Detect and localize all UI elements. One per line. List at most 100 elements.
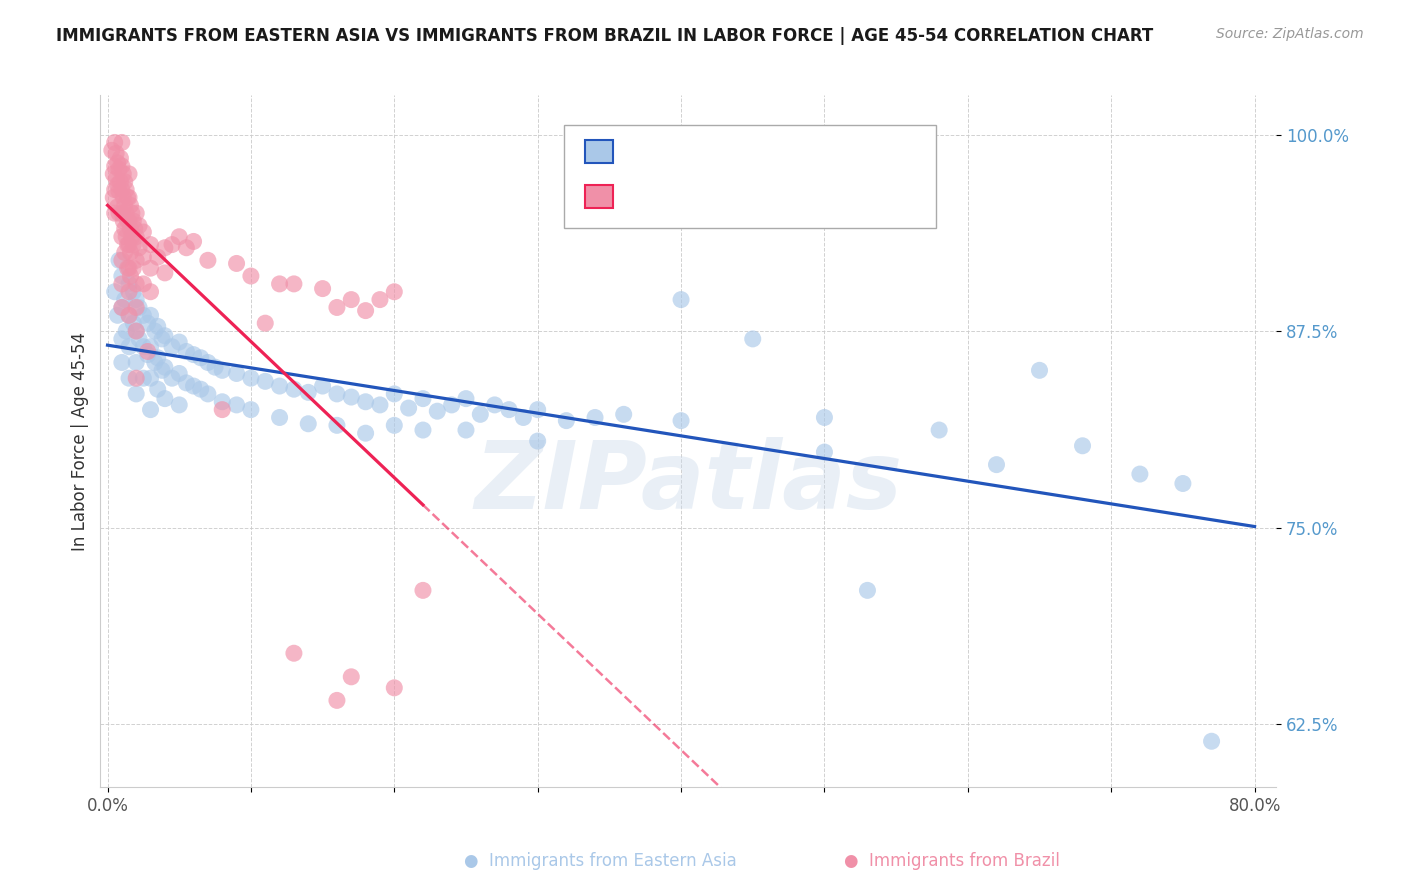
- Point: [225, 398, 247, 412]
- Point: [269, 410, 291, 425]
- Point: [398, 401, 420, 415]
- Point: [111, 229, 134, 244]
- Point: [132, 340, 155, 354]
- Point: [555, 414, 578, 428]
- Point: [813, 445, 835, 459]
- Point: [103, 190, 125, 204]
- Point: [121, 229, 143, 244]
- Point: [118, 340, 141, 354]
- Point: [105, 171, 128, 186]
- Point: [856, 583, 879, 598]
- Point: [115, 183, 138, 197]
- Point: [1171, 476, 1194, 491]
- Point: [1201, 734, 1223, 748]
- Point: [136, 348, 159, 362]
- Text: ZIPatlas: ZIPatlas: [474, 436, 903, 529]
- Point: [197, 253, 219, 268]
- Point: [239, 371, 262, 385]
- Point: [340, 293, 363, 307]
- Point: [122, 214, 145, 228]
- Point: [117, 237, 139, 252]
- Point: [297, 385, 319, 400]
- Point: [111, 136, 134, 150]
- Point: [111, 301, 134, 315]
- Point: [225, 367, 247, 381]
- Point: [269, 277, 291, 291]
- Point: [167, 367, 190, 381]
- Point: [211, 402, 233, 417]
- Point: [986, 458, 1008, 472]
- Point: [382, 387, 405, 401]
- Point: [613, 408, 636, 422]
- Point: [108, 162, 131, 177]
- Text: ●  Immigrants from Eastern Asia: ● Immigrants from Eastern Asia: [464, 852, 737, 870]
- Point: [111, 277, 134, 291]
- Point: [928, 423, 950, 437]
- Point: [125, 387, 148, 401]
- Point: [153, 392, 176, 406]
- Point: [1129, 467, 1152, 481]
- Point: [1028, 363, 1050, 377]
- Point: [122, 261, 145, 276]
- Point: [167, 229, 190, 244]
- Point: [111, 332, 134, 346]
- Point: [132, 250, 155, 264]
- Point: [112, 167, 135, 181]
- Point: [454, 423, 477, 437]
- Point: [111, 253, 134, 268]
- Point: [167, 398, 190, 412]
- Point: [176, 241, 198, 255]
- Point: [115, 229, 138, 244]
- Point: [110, 175, 132, 189]
- Point: [111, 301, 134, 315]
- Point: [111, 159, 134, 173]
- Point: [412, 423, 434, 437]
- Point: [160, 340, 183, 354]
- Y-axis label: In Labor Force | Age 45-54: In Labor Force | Age 45-54: [72, 332, 89, 550]
- Point: [132, 371, 155, 385]
- Point: [176, 376, 198, 390]
- Point: [204, 360, 226, 375]
- Point: [139, 237, 162, 252]
- Point: [132, 308, 155, 322]
- Point: [813, 410, 835, 425]
- Point: [118, 167, 141, 181]
- Point: [125, 293, 148, 307]
- Point: [108, 184, 131, 198]
- Point: [120, 222, 142, 236]
- Point: [111, 355, 134, 369]
- Point: [382, 681, 405, 695]
- Point: [122, 237, 145, 252]
- Point: [440, 398, 463, 412]
- Point: [128, 219, 150, 233]
- Point: [128, 241, 150, 255]
- Point: [118, 214, 141, 228]
- Point: [139, 371, 162, 385]
- Point: [111, 183, 134, 197]
- Point: [114, 293, 136, 307]
- Point: [153, 266, 176, 280]
- Point: [254, 375, 277, 389]
- Text: ●  Immigrants from Brazil: ● Immigrants from Brazil: [844, 852, 1060, 870]
- Point: [354, 426, 377, 441]
- Point: [183, 379, 205, 393]
- Point: [128, 301, 150, 315]
- Text: IMMIGRANTS FROM EASTERN ASIA VS IMMIGRANTS FROM BRAZIL IN LABOR FORCE | AGE 45-5: IMMIGRANTS FROM EASTERN ASIA VS IMMIGRAN…: [56, 27, 1153, 45]
- Point: [326, 418, 349, 433]
- Point: [125, 355, 148, 369]
- Text: R =  0.323   N =  116: R = 0.323 N = 116: [624, 187, 827, 205]
- Point: [197, 355, 219, 369]
- Point: [114, 175, 136, 189]
- Point: [122, 285, 145, 299]
- Point: [136, 344, 159, 359]
- Text: R =  -0.566   N =  92: R = -0.566 N = 92: [624, 143, 823, 161]
- Point: [104, 136, 127, 150]
- Point: [512, 410, 534, 425]
- Point: [112, 190, 135, 204]
- Point: [104, 206, 127, 220]
- Point: [167, 334, 190, 349]
- Point: [115, 206, 138, 220]
- Point: [107, 156, 129, 170]
- Point: [326, 387, 349, 401]
- Point: [110, 151, 132, 165]
